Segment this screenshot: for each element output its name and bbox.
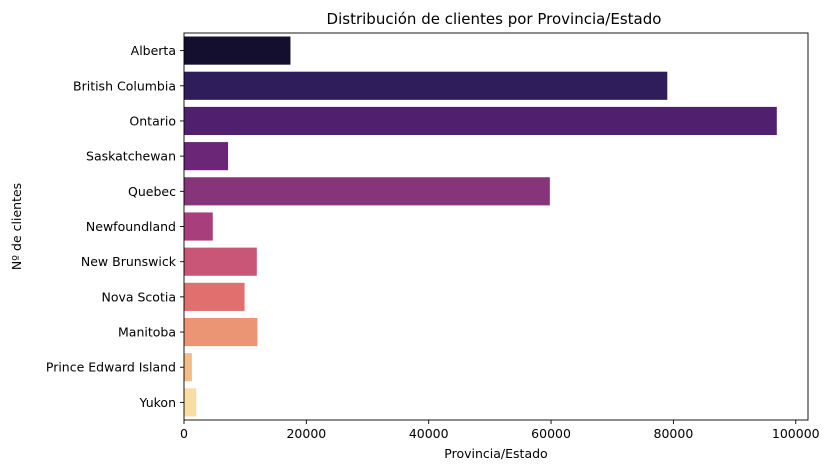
bar-nova-scotia [184,282,245,311]
x-tick-label: 100000 [772,426,820,441]
bar-saskatchewan [184,142,229,171]
x-axis-label: Provincia/Estado [444,446,547,461]
plot-frame [183,32,809,421]
bar-quebec [184,177,550,206]
y-tick-label: Manitoba [118,325,176,340]
y-tick-label: Alberta [131,43,176,58]
bar-ontario [184,106,777,136]
bar-yukon [184,388,197,417]
y-tick-label: Yukon [139,395,177,410]
x-tick-label: 20000 [286,426,326,441]
bar-new-brunswick [184,247,257,276]
y-tick-label: New Brunswick [81,254,177,269]
bar-prince-edward-island [184,353,192,382]
y-tick-label: Nova Scotia [101,289,176,304]
x-tick-label: 40000 [409,426,449,441]
y-tick-label: Prince Edward Island [46,360,176,375]
y-tick-label: Ontario [129,113,176,128]
x-axis: 0 20000 40000 60000 80000 100000 [180,420,820,441]
y-tick-label: British Columbia [73,78,176,93]
x-tick-label: 0 [180,426,188,441]
x-tick-label: 80000 [654,426,694,441]
bar-manitoba [184,317,258,347]
y-tick-label: Newfoundland [86,219,176,234]
y-tick-label: Quebec [128,184,176,199]
x-tick-label: 60000 [531,426,571,441]
bar-alberta [184,36,291,65]
y-tick-label: Saskatchewan [86,149,176,164]
bar-newfoundland [184,212,213,241]
y-axis-label: Nº de clientes [9,183,24,270]
bar-british-columbia [184,71,668,100]
y-axis: Alberta British Columbia Ontario Saskatchew… [46,43,184,410]
chart-title: Distribución de clientes por Provincia/E… [327,10,662,28]
bars-group [184,36,777,417]
